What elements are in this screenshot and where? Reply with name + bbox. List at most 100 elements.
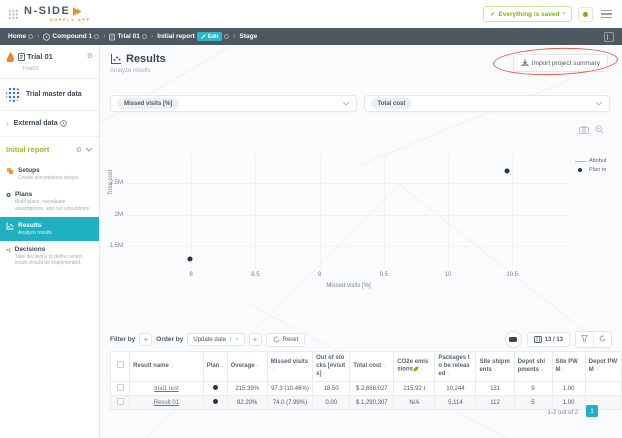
sort-icon[interactable]: ↑↓ — [382, 362, 385, 368]
compound-icon — [43, 32, 51, 41]
master-data-icon — [6, 87, 21, 102]
y-axis-selector[interactable]: Total cost — [363, 95, 610, 112]
app-grid-icon[interactable] — [8, 9, 18, 19]
menu-icon[interactable] — [599, 8, 614, 21]
filter-funnel-icon[interactable] — [576, 332, 593, 347]
gridline — [319, 155, 321, 268]
cell-overage: 215.39% — [226, 381, 268, 397]
column-header-site_shipments[interactable]: Site shipments↑↓ — [475, 351, 515, 383]
column-header-overage[interactable]: Overage↑↓ — [226, 351, 268, 383]
column-header-depot_pwm[interactable]: Depot PWM↑↓ — [584, 351, 622, 383]
sort-icon[interactable]: ↑↓ — [271, 366, 275, 372]
sort-icon[interactable]: ↑↓ — [561, 366, 565, 372]
data-point-result-01[interactable] — [187, 256, 193, 262]
checkbox-cell — [110, 395, 131, 411]
status-dot-button[interactable] — [578, 6, 593, 22]
sidebar-step-plans[interactable]: Plans Build plans, reevaluate assumptions… — [0, 186, 99, 217]
arrow-up-icon[interactable]: ↑ — [229, 336, 233, 343]
column-header-co2[interactable]: CO2e emissions ↑↓ — [393, 351, 436, 383]
breadcrumb-item-home[interactable]: Home — [8, 33, 34, 40]
sort-icon[interactable]: ↑↓ — [540, 366, 543, 372]
breadcrumb-item-trial-01[interactable]: Trial 01 — [109, 33, 147, 41]
x-axis-selector[interactable]: Missed visits [%] — [110, 95, 357, 112]
page-1-button[interactable]: 1 — [586, 405, 598, 417]
app-logo[interactable]: N-SIDE SUPPLY APP — [24, 6, 91, 22]
column-header-packages[interactable]: Packages to be released↑↓ — [434, 351, 477, 383]
refresh-icon[interactable] — [593, 332, 611, 347]
column-header-missed[interactable]: Missed visits↑↓ — [266, 351, 314, 383]
cell-packages: 10,244 — [434, 381, 477, 397]
chart-legend: Attribut Plan re — [575, 158, 606, 176]
gridline — [127, 214, 570, 216]
result-link[interactable]: Result 01 — [153, 399, 180, 406]
pagination-range: 1-2 out of 2 — [547, 410, 578, 416]
sidebar-step-results[interactable]: Results Analyze results — [0, 216, 99, 241]
document-icon — [18, 52, 25, 61]
sidebar-item-trial-master-data[interactable]: Trial master data — [0, 79, 99, 110]
column-header-plan[interactable]: Plan↑↓ — [202, 351, 228, 383]
columns-count-button[interactable]: 13 / 13 — [526, 332, 570, 347]
add-order-button[interactable]: + — [248, 333, 262, 346]
order-chip[interactable]: Update date ↑ × — [187, 333, 245, 346]
columns-icon — [533, 336, 542, 343]
camera-icon[interactable] — [579, 121, 589, 139]
sort-icon[interactable]: ↑↓ — [594, 366, 598, 372]
panel-icon[interactable] — [604, 31, 614, 42]
gear-icon[interactable]: ⚙ — [86, 53, 93, 60]
close-icon[interactable]: × — [235, 336, 239, 343]
sort-icon[interactable]: ↑↓ — [322, 370, 325, 376]
cell-missed: 97.3 (10.46%) — [266, 381, 314, 397]
edit-badge[interactable]: Edit — [196, 32, 223, 41]
zoom-icon[interactable] — [595, 121, 604, 139]
sidebar-item-external-data[interactable]: › External data — [0, 111, 99, 136]
chevron-down-icon[interactable] — [85, 147, 93, 152]
column-header-total[interactable]: Total cost↑↓ — [349, 351, 395, 383]
plan-dot-icon[interactable] — [212, 385, 218, 391]
import-project-summary-button[interactable]: Import project summary — [512, 54, 608, 72]
column-header-name[interactable]: Result name↑↓ — [129, 351, 204, 383]
legend-dot-icon — [578, 168, 582, 172]
refresh-icon — [273, 336, 279, 343]
legend-entry[interactable]: Attribut — [575, 158, 606, 164]
sort-icon[interactable]: ↑↓ — [446, 370, 449, 376]
results-table-wrap: Result name↑↓ Plan↑↓ Overage↑↓ Missed visit… — [110, 351, 622, 411]
card-view-toggle-button[interactable] — [504, 331, 522, 348]
cell-oos: 18.50 — [312, 381, 351, 397]
sort-icon[interactable]: ↑↓ — [169, 362, 173, 368]
cell-plan — [202, 381, 228, 397]
reset-button[interactable]: Reset — [265, 332, 306, 347]
main-content: Results Analyze results Import project s… — [100, 45, 622, 438]
sidebar-trial-title[interactable]: Trial 01 — [18, 52, 53, 61]
data-point-trial1-test[interactable] — [504, 168, 510, 174]
sort-icon[interactable]: ↑↓ — [255, 362, 259, 368]
row-checkbox[interactable] — [116, 384, 124, 392]
cell-missed: 74.0 (7.99%) — [266, 395, 314, 411]
result-link[interactable]: trial1 test — [154, 385, 179, 392]
sort-icon[interactable]: ↑↓ — [419, 366, 423, 372]
sidebar-step-setups[interactable]: Setups Create assumptions setups — [0, 162, 99, 186]
sort-icon[interactable]: ↑↓ — [220, 362, 223, 368]
breadcrumb-item-initial-report[interactable]: Initial report Edit — [157, 32, 230, 41]
plan-dot-icon[interactable] — [212, 399, 218, 405]
initial-report-label[interactable]: Initial report — [6, 145, 50, 154]
row-checkbox[interactable] — [116, 398, 124, 406]
legend-entry[interactable]: Plan re — [575, 167, 606, 173]
x-tick-label: 9 — [317, 272, 322, 278]
column-header-site_pwm[interactable]: Site PWM↑↓ — [551, 351, 586, 383]
sort-icon[interactable]: ↑↓ — [492, 366, 496, 372]
saved-status-button[interactable]: ✓ Everything is saved ▾ — [482, 6, 572, 22]
column-header-oos[interactable]: Out of stocks [#visits]↑↓ — [312, 351, 351, 383]
select-all-checkbox[interactable] — [116, 361, 124, 369]
page-title: Results — [110, 53, 166, 65]
logo-tagline: SUPPLY APP — [50, 17, 91, 22]
cell-depot_shipments: 5 — [513, 395, 553, 411]
breadcrumb-item-compound-1[interactable]: Compound 1 — [43, 32, 100, 41]
breadcrumb-separator: › — [233, 33, 236, 40]
sidebar-step-decisions[interactable]: Decisions Take decisions to define which … — [0, 241, 99, 272]
gear-icon[interactable]: ⚙ — [75, 146, 82, 154]
add-filter-button[interactable]: + — [139, 333, 153, 346]
sidebar-trial-subtitle: Trial01 — [22, 66, 39, 72]
column-header-depot_shipments[interactable]: Depot shipments↑↓ — [513, 351, 553, 383]
breadcrumb-item-stage[interactable]: Stage — [239, 33, 258, 40]
